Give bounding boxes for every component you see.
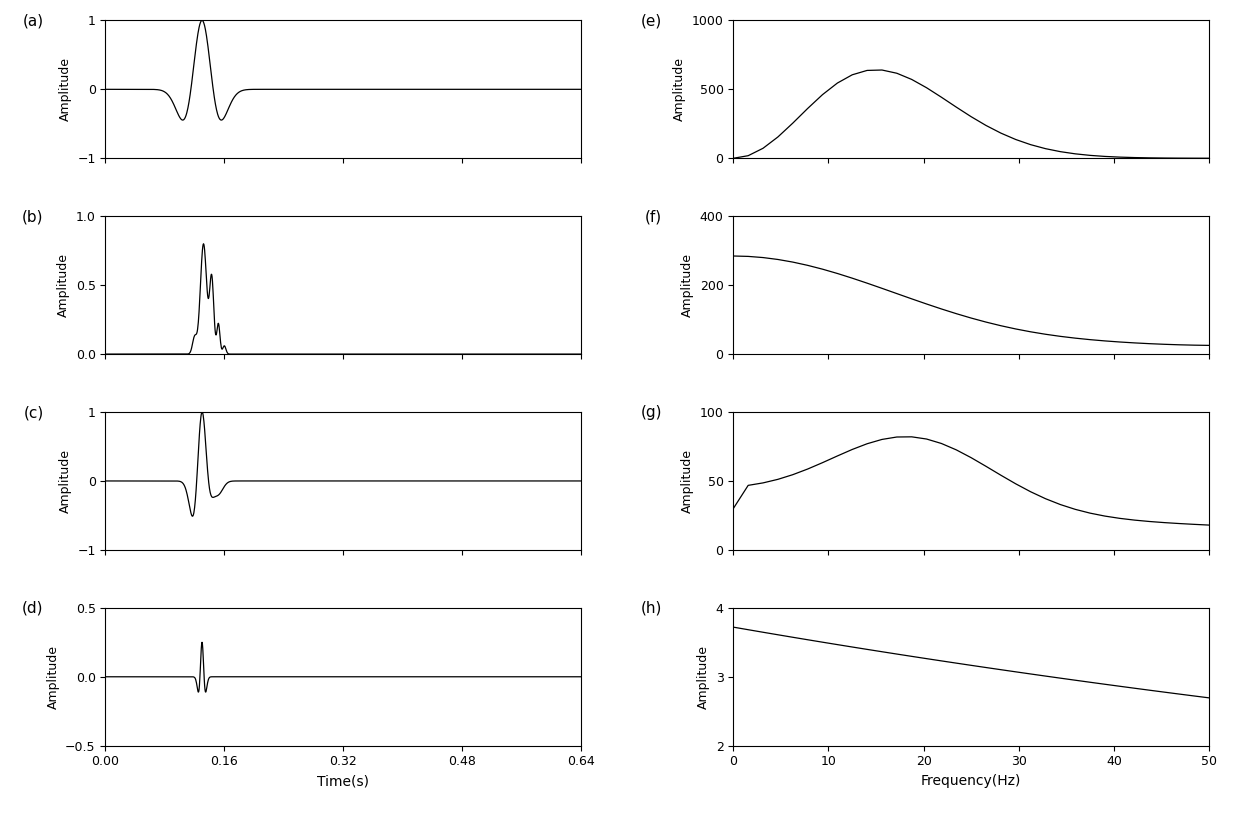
Text: (b): (b)	[22, 209, 43, 224]
Text: (d): (d)	[22, 601, 43, 616]
Text: (e): (e)	[641, 14, 662, 29]
Text: (g): (g)	[640, 405, 662, 420]
Text: (f): (f)	[645, 209, 662, 224]
Y-axis label: Amplitude: Amplitude	[673, 57, 686, 121]
Text: (h): (h)	[641, 601, 662, 616]
Y-axis label: Amplitude: Amplitude	[681, 253, 694, 317]
Text: (a): (a)	[22, 14, 43, 29]
Y-axis label: Amplitude: Amplitude	[58, 57, 72, 121]
X-axis label: Time(s): Time(s)	[317, 774, 370, 788]
X-axis label: Frequency(Hz): Frequency(Hz)	[921, 774, 1022, 788]
Text: (c): (c)	[24, 405, 43, 420]
Y-axis label: Amplitude: Amplitude	[58, 449, 72, 513]
Y-axis label: Amplitude: Amplitude	[697, 645, 711, 709]
Y-axis label: Amplitude: Amplitude	[47, 645, 60, 709]
Y-axis label: Amplitude: Amplitude	[57, 253, 71, 317]
Y-axis label: Amplitude: Amplitude	[681, 449, 694, 513]
